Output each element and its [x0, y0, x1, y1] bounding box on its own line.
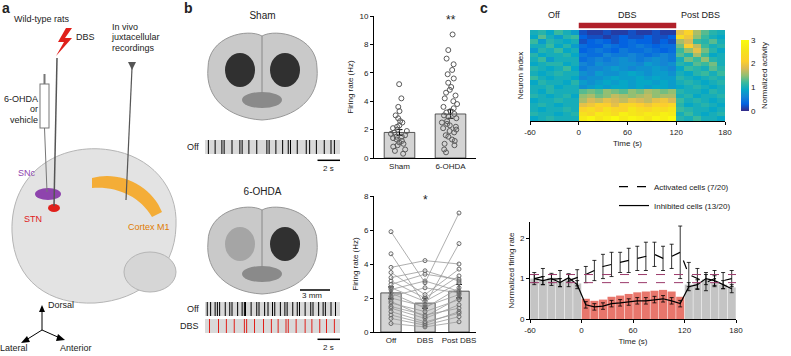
html-text:b: b	[184, 0, 193, 16]
svg-text:6: 6	[364, 226, 369, 235]
svg-text:-60: -60	[524, 326, 536, 335]
svg-text:-60: -60	[524, 128, 536, 137]
svg-text:Normalized firing rate: Normalized firing rate	[507, 232, 516, 309]
svg-text:10: 10	[359, 12, 368, 21]
html-text:Dorsal: Dorsal	[48, 300, 74, 310]
svg-text:0: 0	[364, 328, 369, 337]
svg-text:Off: Off	[187, 304, 199, 314]
svg-text:0: 0	[577, 128, 582, 137]
svg-text:DBS: DBS	[618, 10, 637, 20]
svg-text:0: 0	[364, 154, 369, 163]
svg-text:0: 0	[751, 107, 756, 116]
html-text:Anterior: Anterior	[60, 343, 92, 353]
svg-text:Post DBS: Post DBS	[442, 336, 477, 345]
svg-text:2: 2	[520, 234, 525, 243]
svg-text:Post DBS: Post DBS	[681, 10, 720, 20]
html-text:Sham: Sham	[249, 10, 276, 21]
svg-text:60: 60	[623, 128, 632, 137]
html-text:DBS: DBS	[76, 32, 95, 42]
html-text:c: c	[480, 0, 488, 16]
svg-text:2 s: 2 s	[323, 343, 334, 352]
svg-text:*: *	[423, 193, 428, 207]
svg-text:180: 180	[718, 128, 732, 137]
svg-text:6-OHDA: 6-OHDA	[435, 162, 466, 171]
svg-text:Neuron index: Neuron index	[516, 52, 525, 100]
svg-text:0: 0	[579, 326, 584, 335]
html-text:Wild-type rats: Wild-type rats	[14, 14, 69, 24]
svg-text:8: 8	[364, 40, 369, 49]
svg-text:60: 60	[629, 326, 638, 335]
svg-text:Off: Off	[187, 142, 199, 152]
svg-text:Inhibited cells (13/20): Inhibited cells (13/20)	[654, 202, 730, 211]
html-text:6-OHDA or vehicle: 6-OHDA or vehicle	[4, 94, 38, 125]
svg-text:1: 1	[751, 83, 756, 92]
html-text:a: a	[2, 0, 10, 16]
svg-text:4: 4	[364, 260, 369, 269]
svg-text:Firing rate (Hz): Firing rate (Hz)	[351, 237, 360, 291]
svg-text:4: 4	[364, 97, 369, 106]
svg-text:Firing rate (Hz): Firing rate (Hz)	[346, 60, 355, 114]
svg-text:Time (s): Time (s)	[613, 139, 642, 148]
svg-text:Off: Off	[548, 10, 560, 20]
html-text:STN: STN	[24, 214, 42, 224]
svg-text:**: **	[446, 13, 456, 27]
svg-text:8: 8	[364, 192, 369, 201]
svg-text:Normalized activity: Normalized activity	[760, 42, 769, 109]
svg-text:0: 0	[520, 315, 525, 324]
svg-text:DBS: DBS	[180, 321, 199, 331]
html-text:6-OHDA: 6-OHDA	[243, 186, 282, 197]
html-text:In vivo juxtacellular recordin: In vivo juxtacellular recordings	[112, 22, 160, 53]
svg-text:120: 120	[678, 326, 692, 335]
html-text:3 mm: 3 mm	[302, 291, 322, 300]
svg-text:2 s: 2 s	[323, 164, 334, 173]
svg-text:2: 2	[364, 125, 369, 134]
svg-text:120: 120	[670, 128, 684, 137]
html-text:Lateral: Lateral	[0, 343, 28, 353]
svg-text:180: 180	[729, 326, 743, 335]
html-text:Cortex M1: Cortex M1	[128, 222, 170, 232]
svg-text:1: 1	[520, 274, 525, 283]
svg-text:Off: Off	[386, 336, 397, 345]
svg-text:3: 3	[751, 36, 756, 45]
svg-text:Time (s): Time (s)	[618, 337, 647, 346]
svg-text:Activated cells (7/20): Activated cells (7/20)	[654, 183, 729, 192]
svg-text:DBS: DBS	[417, 336, 433, 345]
svg-text:6: 6	[364, 69, 369, 78]
html-text:SNc: SNc	[18, 168, 35, 178]
svg-text:Sham: Sham	[389, 162, 410, 171]
svg-text:2: 2	[364, 294, 369, 303]
svg-text:2: 2	[751, 59, 756, 68]
